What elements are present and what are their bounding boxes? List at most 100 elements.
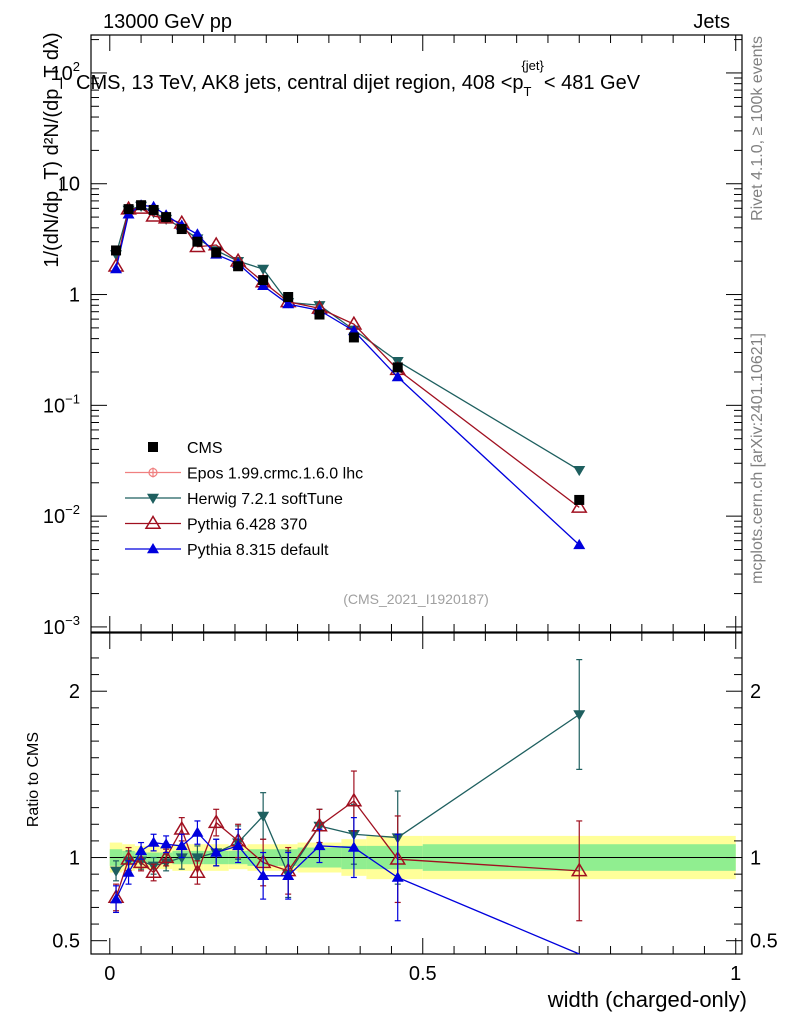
legend-item-cms: CMS	[148, 440, 223, 457]
ratio-point-pythia8	[122, 866, 135, 877]
main-y-tick-label: 10−3	[43, 613, 80, 639]
point-pythia8	[282, 298, 295, 309]
x-axis-label: width (charged-only)	[547, 987, 747, 1012]
point-cms	[233, 261, 244, 272]
main-y-tick-base: 10	[43, 395, 65, 417]
series-line-pythia8	[115, 204, 580, 546]
ratio-point-pythia8	[160, 838, 173, 849]
main-y-tick-base: 10	[43, 506, 65, 528]
chart-title-sub: T	[524, 84, 532, 99]
ratio-y-axis-label: Ratio to CMS	[25, 732, 42, 827]
series-line-pythia6	[115, 207, 580, 508]
main-y-tick-base: 10	[58, 174, 80, 196]
ratio-point-pythia8	[110, 893, 123, 904]
legend-label-epos: Epos 1.99.crmc.1.6.0 lhc	[187, 466, 363, 483]
ratio-y-tick-label-left: 0.5	[52, 931, 80, 953]
chart-title-main: CMS, 13 TeV, AK8 jets, central dijet reg…	[76, 72, 524, 94]
ratio-point-pythia8	[391, 871, 404, 882]
legend-marker-pythia8	[147, 543, 159, 554]
ratio-y-tick-label-left: 1	[69, 848, 80, 870]
point-herwig	[573, 465, 586, 477]
point-cms	[123, 204, 134, 215]
point-cms	[348, 332, 359, 343]
legend-label-herwig: Herwig 7.2.1 softTune	[187, 491, 343, 508]
series-cms	[111, 200, 585, 505]
ratio-point-pythia8	[135, 844, 148, 856]
ratio-series-layer	[107, 659, 588, 955]
ratio-point-pythia8	[347, 841, 360, 852]
point-cms	[392, 362, 403, 373]
ratio-point-pythia6	[345, 792, 363, 807]
ratio-point-pythia6	[157, 849, 175, 864]
point-pythia6	[570, 498, 588, 513]
x-tick-label: 1	[730, 963, 741, 985]
main-y-tick-label: 10−1	[43, 391, 80, 417]
ratio-panel-frame	[90, 632, 743, 955]
ratio-point-pythia6	[145, 864, 162, 879]
legend-item-epos: Epos 1.99.crmc.1.6.0 lhc	[125, 466, 363, 483]
point-cms	[176, 224, 187, 235]
main-y-axis-label-text: 1/(dN/dp_T) d²N/(dp_T dλ)	[41, 32, 63, 267]
point-pythia8	[191, 228, 204, 239]
chart-title-sup: {jet}	[521, 58, 544, 73]
point-cms	[314, 309, 325, 320]
main-y-tick-label: 1	[69, 285, 80, 307]
legend-item-pythia8: Pythia 8.315 default	[125, 542, 329, 559]
point-cms	[192, 236, 203, 247]
chart-title: CMS, 13 TeV, AK8 jets, central dijet reg…	[76, 58, 641, 99]
legend-item-herwig: Herwig 7.2.1 softTune	[125, 491, 343, 508]
main-y-tick-base: 1	[69, 285, 80, 307]
point-herwig	[257, 264, 270, 276]
ratio-y-tick-label-right: 2	[750, 681, 761, 703]
main-panel-frame	[90, 34, 743, 633]
ratio-point-pythia8	[191, 826, 204, 837]
legend-marker-pythia6	[144, 515, 162, 530]
legend: CMS Epos 1.99.crmc.1.6.0 lhc Herwig 7.2.1 …	[125, 440, 363, 559]
legend-label-cms: CMS	[187, 440, 223, 457]
ratio-point-pythia6	[189, 864, 206, 879]
point-pythia8	[110, 263, 123, 274]
main-series-layer	[107, 199, 588, 550]
point-cms	[574, 494, 585, 505]
analysis-id-label: (CMS_2021_I1920187)	[343, 591, 489, 607]
ratio-point-herwig	[175, 853, 188, 864]
header-energy-label: 13000 GeV pp	[103, 11, 232, 33]
ratio-point-pythia6	[132, 854, 150, 869]
main-y-tick-exponent: 2	[73, 59, 80, 74]
legend-marker-herwig	[147, 493, 159, 504]
ratio-point-herwig	[191, 853, 204, 864]
ratio-point-herwig	[110, 866, 123, 877]
ratio-axis-ticks: 0 0.5 1 0.5 0.5 1 1 2 2	[52, 633, 778, 985]
ratio-point-pythia8	[282, 869, 295, 881]
chart-title-tail: < 481 GeV	[544, 72, 641, 94]
main-y-axis-label: 1/(dN/dp_T) d²N/(dp_T dλ)	[41, 32, 63, 267]
ratio-point-pythia6	[207, 814, 225, 829]
point-cms	[258, 275, 269, 286]
series-line-herwig	[115, 205, 580, 471]
main-y-tick-label: 102	[51, 59, 80, 85]
main-y-tick-base: 10	[43, 617, 65, 639]
main-y-tick-exponent: −2	[65, 502, 80, 517]
legend-label-pythia8: Pythia 8.315 default	[187, 542, 329, 559]
x-tick-label: 0.5	[409, 963, 437, 985]
ratio-point-herwig	[257, 811, 270, 822]
mcplots-label: mcplots.cern.ch [arXiv:2401.10621]	[749, 333, 766, 584]
point-pythia8	[573, 538, 586, 550]
ratio-y-tick-label-left: 2	[69, 681, 80, 703]
main-y-tick-label: 10−2	[43, 502, 80, 528]
legend-marker-cms	[148, 442, 158, 452]
series-herwig	[110, 201, 586, 477]
ratio-point-herwig	[573, 710, 586, 721]
main-y-tick-exponent: −3	[65, 613, 80, 628]
point-pythia6	[145, 207, 162, 222]
legend-item-pythia6: Pythia 6.428 370	[125, 515, 307, 534]
ratio-y-tick-label-right: 1	[750, 848, 761, 870]
rivet-version-label: Rivet 4.1.0, ≥ 100k events	[749, 36, 766, 221]
legend-label-pythia6: Pythia 6.428 370	[187, 517, 307, 534]
ratio-point-pythia6	[570, 862, 588, 877]
point-cms	[211, 247, 222, 258]
main-y-tick-exponent: −1	[65, 391, 80, 406]
ratio-point-pythia8	[210, 846, 223, 857]
